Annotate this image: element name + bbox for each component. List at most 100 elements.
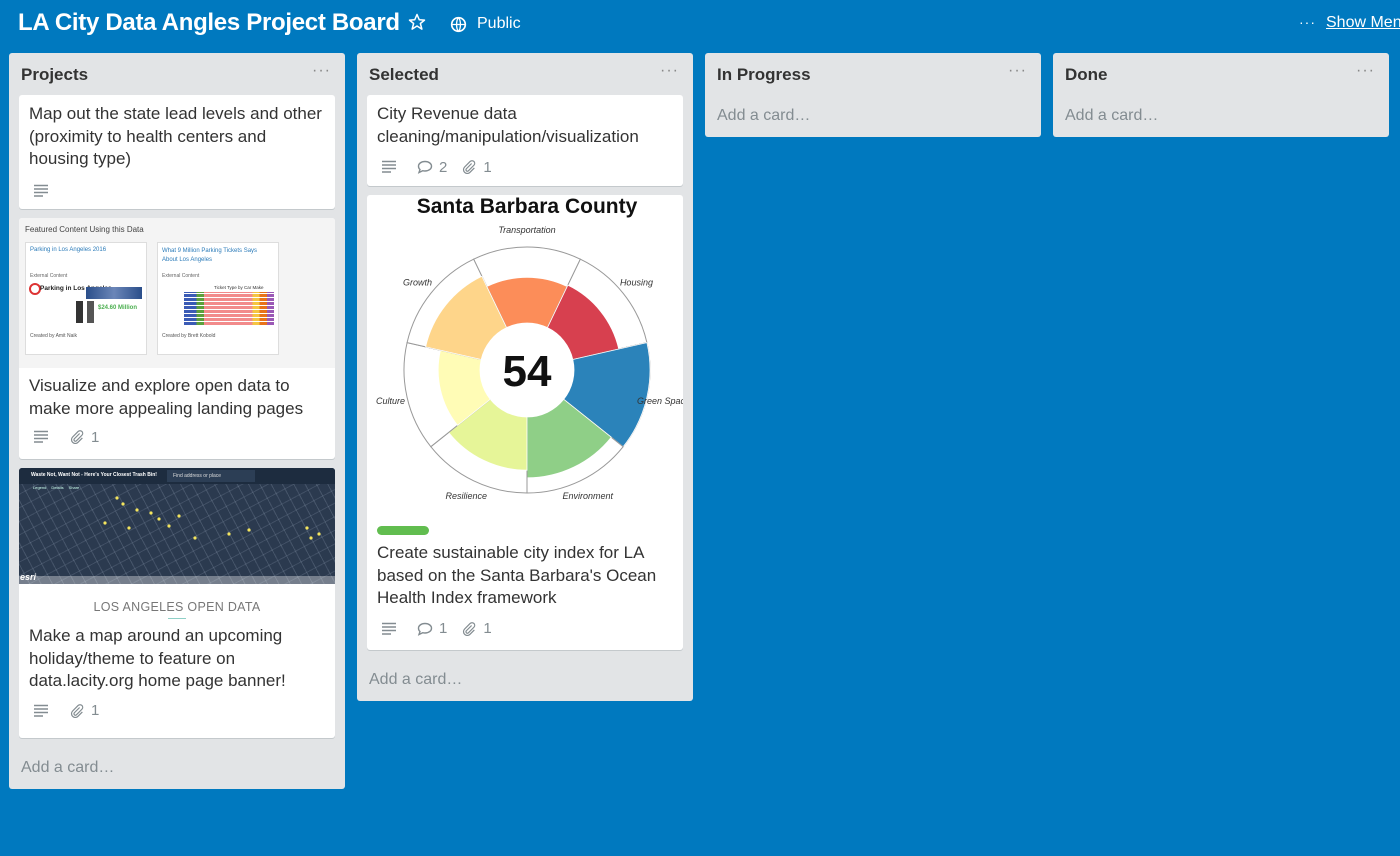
tile-type: External Content [162,273,200,279]
attachment-count: 1 [91,428,100,446]
attachment-badge: 1 [461,620,492,637]
add-card-button[interactable]: Add a card… [1065,107,1159,124]
visibility-label: Public [477,15,521,32]
tile-chart-title: Ticket Type by Car Make [214,285,264,290]
attachment-count: 1 [483,620,492,637]
map-attribution-bar [19,576,335,584]
paperclip-icon [70,703,84,718]
description-icon [381,160,403,174]
paperclip-icon [463,160,476,174]
map-tool-legend: Legend [33,485,47,490]
description-icon [33,430,55,444]
list-title[interactable]: In Progress [717,65,811,84]
featured-tile: What 9 Million Parking Tickets Says Abou… [157,242,279,355]
show-menu-link[interactable]: Show Menu [1326,14,1400,31]
list-in-progress: In Progress ··· Add a card… [705,53,1041,137]
more-dots-icon[interactable]: ··· [1299,14,1316,30]
card-title: Map out the state lead levels and other … [29,104,322,168]
add-card-button[interactable]: Add a card… [369,671,463,688]
chart-title: Santa Barbara County [417,195,638,218]
list-menu-icon[interactable]: ··· [1008,62,1027,79]
board-title[interactable]: LA City Data Angles Project Board [18,9,400,36]
attachment-badge: 1 [69,702,99,719]
tile-stacked-bars [184,292,274,326]
attachment-badge: 1 [69,429,99,446]
esri-logo: esri [20,572,37,582]
attachment-count: 1 [91,702,100,719]
card-label-green[interactable] [377,526,429,535]
petal-label: Environment [562,491,613,501]
board-header: LA City Data Angles Project Board Public… [0,0,1400,48]
card[interactable]: Featured Content Using this Data Parking… [19,218,335,459]
petal-label: Growth [403,278,432,288]
petal-label: Green Space [637,396,683,406]
petal-label: Culture [376,396,405,406]
comment-icon [417,622,433,636]
tile-headline: Parking in Los Angeles [40,285,112,292]
card-cover-map: Waste Not, Want Not - Here's Your Closes… [19,468,335,584]
visibility-button[interactable]: Public [450,13,521,35]
description-icon [33,184,55,198]
tile-link: What 9 Million Parking Tickets Says Abou… [162,248,258,263]
map-streets [19,468,335,584]
map-tool-details: Details [51,485,64,490]
list-header: Selected ··· [357,53,693,95]
list-title[interactable]: Selected [369,65,439,84]
card[interactable]: Waste Not, Want Not - Here's Your Closes… [19,468,335,738]
chart-center-value: 54 [503,347,552,396]
list-title[interactable]: Done [1065,65,1108,84]
tile-bars [76,301,94,323]
card[interactable]: Map out the state lead levels and other … [19,95,335,209]
card-title: City Revenue data cleaning/manipulation/… [377,104,639,146]
comment-count: 2 [439,158,448,176]
chart-center [480,323,574,417]
add-card-button[interactable]: Add a card… [21,759,115,776]
tile-link: Parking in Los Angeles 2016 [30,247,107,253]
map-toolbar: Waste Not, Want Not - Here's Your Closes… [19,468,335,484]
list-menu-icon[interactable]: ··· [1356,62,1375,79]
list-header: Done ··· [1053,53,1389,95]
list-title[interactable]: Projects [21,65,89,84]
map-points [103,496,321,540]
featured-tile: Parking in Los Angeles 2016 External Con… [25,242,147,355]
card[interactable]: City Revenue data cleaning/manipulation/… [367,95,683,186]
map-tool-share: Share [68,485,80,490]
no-parking-icon [29,283,41,295]
comment-badge: 2 [417,159,447,176]
list-projects: Projects ··· Map out the state lead leve… [9,53,345,789]
petal-label: Resilience [445,491,487,501]
card-cover-featured-content: Featured Content Using this Data Parking… [19,218,335,368]
caption-underline [168,618,186,619]
cover-caption: LOS ANGELES OPEN DATA [93,600,261,614]
description-icon [381,622,403,636]
comment-count: 1 [439,620,448,637]
petal-label: Transportation [498,225,555,235]
paperclip-icon [70,430,84,444]
tile-author: Created by Amit Naik [30,333,77,339]
paperclip-icon [463,621,476,636]
card-title: Create sustainable city index for LA bas… [377,543,657,607]
tile-author: Created by Brett Kobold [162,333,216,339]
flower-chart: Santa Barbara County 54 Transportation Ho… [376,195,683,501]
attachment-badge: 1 [461,158,492,176]
list-menu-icon[interactable]: ··· [312,62,331,79]
comment-badge: 1 [417,620,447,637]
map-search-input: Find address or place [167,470,255,482]
comment-icon [417,160,433,174]
card-title: Visualize and explore open data to make … [29,376,304,418]
card-title: Make a map around an upcoming holiday/th… [29,626,286,690]
map-tools: Legend Details Share [33,485,79,490]
tile-thumbnail [86,287,142,299]
list-selected: Selected ··· City Revenue data cleaning/… [357,53,693,701]
star-icon[interactable] [408,13,428,33]
card[interactable]: Santa Barbara County 54 Transportation Ho… [367,195,683,650]
add-card-button[interactable]: Add a card… [717,107,811,124]
list-header: Projects ··· [9,53,345,95]
description-icon [33,704,55,718]
card-cover-chart: Santa Barbara County 54 Transportation Ho… [367,195,683,523]
list-done: Done ··· Add a card… [1053,53,1389,137]
tile-stat: $24.60 Million [98,305,138,311]
attachment-count: 1 [483,158,492,176]
tile-type: External Content [30,273,68,279]
list-menu-icon[interactable]: ··· [660,62,679,79]
